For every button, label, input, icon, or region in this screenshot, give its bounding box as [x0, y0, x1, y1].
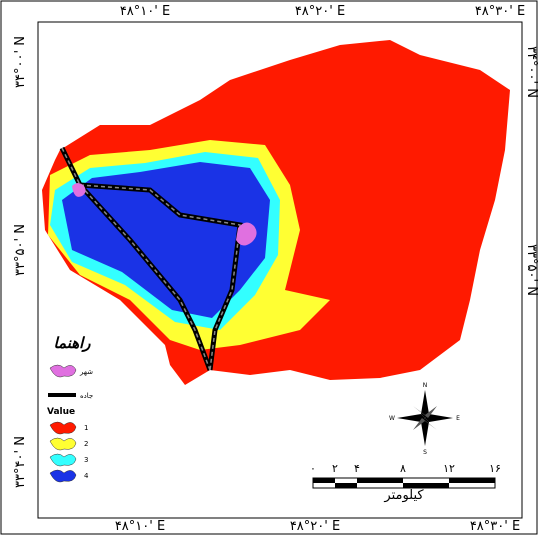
map: ۴۸°۱۰' E ۴۸°۲۰' E ۴۸°۳۰' E ۴۸°۱۰' E ۴۸°۲…: [0, 0, 538, 535]
graticule-label: ۳۳°۵۰' N: [13, 224, 28, 276]
graticule-label: ۴۸°۳۰' E: [470, 519, 520, 534]
legend-title: راهنما: [53, 334, 91, 352]
graticule-label: ۳۳°۴۰' N: [13, 436, 28, 488]
graticule-label: ۳۳°۵۰' N: [524, 244, 538, 296]
scale-tick-label: ۴: [354, 462, 360, 475]
legend-value-title: Value: [47, 407, 75, 417]
legend-label: شهر: [79, 368, 93, 376]
legend-label: 4: [84, 472, 89, 480]
graticule-label: ۳۴°۰۰' N: [524, 46, 538, 98]
graticule-label: ۴۸°۱۰' E: [120, 4, 170, 19]
legend-label: 2: [84, 440, 88, 448]
compass-label: N: [423, 382, 428, 389]
compass-label: S: [423, 449, 427, 456]
scale-tick-label: ۲: [332, 462, 338, 475]
graticule-label: ۴۸°۱۰' E: [115, 519, 165, 534]
scale-tick-label: ۸: [400, 462, 406, 475]
graticule-label: ۴۸°۲۰' E: [290, 519, 340, 534]
graticule-label: ۴۸°۳۰' E: [475, 4, 525, 19]
legend-label: جاده: [80, 392, 93, 400]
scale-tick-label: ۱۶: [489, 462, 501, 475]
scale-tick-label: ۰: [310, 462, 316, 475]
scale-unit: کیلومتر: [383, 488, 424, 503]
legend-road-swatch: [48, 393, 76, 397]
compass-label: E: [456, 415, 460, 422]
graticule-label: ۳۴°۰۰' N: [13, 36, 28, 88]
scale-tick-label: ۱۲: [443, 462, 455, 475]
legend-label: 1: [84, 424, 88, 432]
graticule-label: ۴۸°۲۰' E: [295, 4, 345, 19]
legend-label: 3: [84, 456, 88, 464]
compass-label: W: [389, 415, 395, 422]
